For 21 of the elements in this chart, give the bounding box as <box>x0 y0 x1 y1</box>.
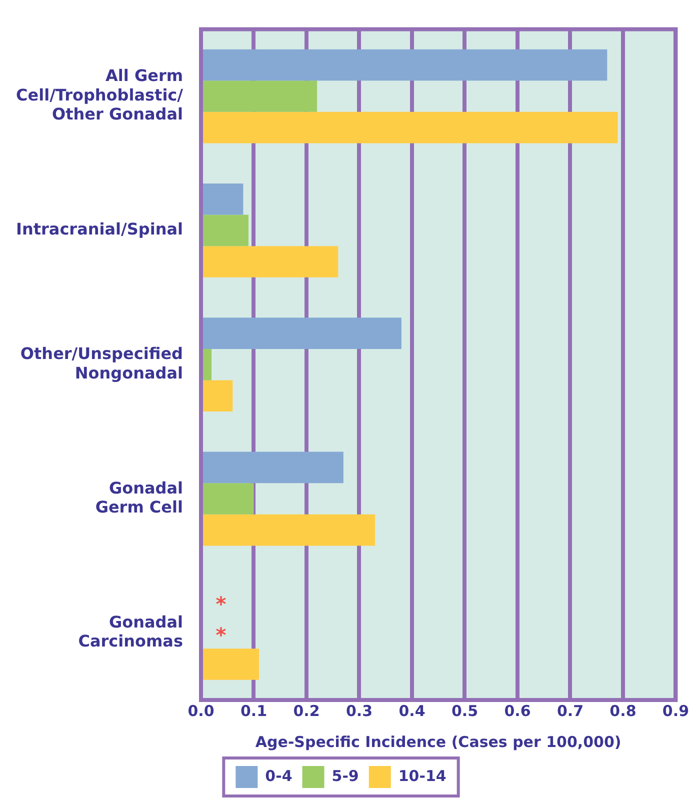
annotation: * <box>216 623 227 648</box>
x-tick-label: 0.6 <box>504 702 531 720</box>
annotation: * <box>216 592 227 616</box>
x-tick-label: 0.0 <box>188 702 214 720</box>
y-tick-label: Intracranial/Spinal <box>16 220 183 239</box>
legend-label: 5-9 <box>332 766 359 785</box>
x-tick-label: 0.5 <box>451 702 478 720</box>
x-tick-label: 0.8 <box>610 702 636 720</box>
x-axis-title: Age-Specific Incidence (Cases per 100,000) <box>255 732 622 751</box>
legend-label: 10-14 <box>398 766 446 785</box>
x-tick-label: 0.2 <box>293 702 320 720</box>
x-tick-label: 0.7 <box>556 702 584 720</box>
y-tick-label: All Germ Cell/Trophoblastic/ Other Gonadal <box>16 66 184 124</box>
y-tick-label: Gonadal Germ Cell <box>95 478 183 517</box>
x-tick-label: 0.4 <box>398 702 426 720</box>
x-tick-label: 0.9 <box>662 702 690 720</box>
x-tick-label: 0.3 <box>346 702 373 720</box>
legend-label: 0-4 <box>265 766 292 785</box>
y-tick-label: Other/Unspecified Nongonadal <box>20 344 183 382</box>
y-tick-label: Gonadal Carcinomas <box>78 612 183 651</box>
x-tick-label: 0.1 <box>240 702 268 720</box>
